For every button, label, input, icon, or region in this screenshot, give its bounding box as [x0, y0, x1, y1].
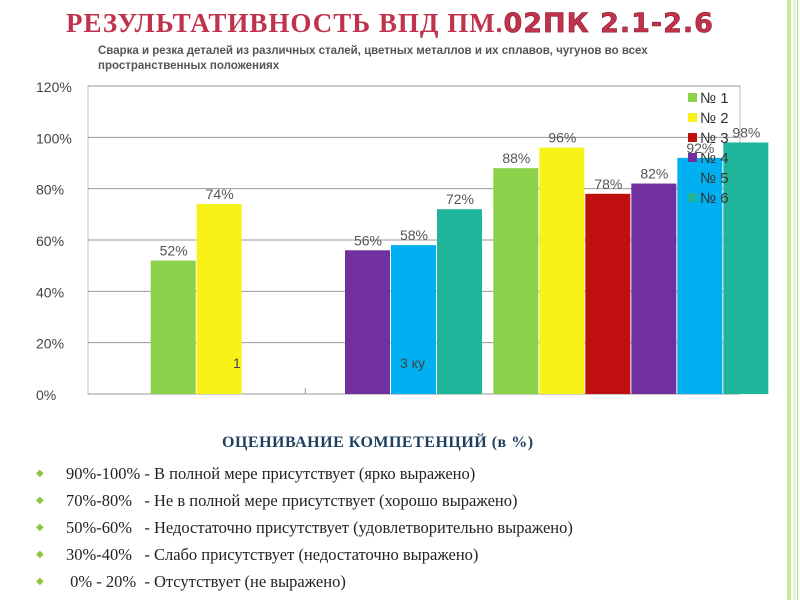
diamond-bullet-icon: ◆: [36, 522, 44, 533]
legend-label: № 5: [700, 170, 729, 187]
assessment-heading: ОЦЕНИВАНИЕ КОМПЕТЕНЦИЙ (в %): [222, 434, 534, 451]
criteria-text: 90%-100% - В полной мере присутствует (я…: [66, 464, 476, 483]
diamond-bullet-icon: ◆: [36, 576, 44, 587]
assessment-section: ОЦЕНИВАНИЕ КОМПЕТЕНЦИЙ (в %) ◆ 90%-100% -…: [36, 434, 756, 595]
legend-label: № 6: [700, 190, 729, 207]
decorative-edge-bar: [787, 0, 791, 600]
bar: [196, 204, 242, 394]
criteria-text: 70%-80% - Не в полной мере присутствует …: [66, 491, 518, 510]
legend-swatch: [688, 153, 697, 162]
diamond-bullet-icon: ◆: [36, 549, 44, 560]
y-tick-label: 0%: [36, 387, 56, 403]
legend-swatch: [688, 133, 697, 142]
bar: [493, 168, 539, 394]
bar: [539, 147, 585, 394]
category-label: 3 ку: [400, 355, 425, 371]
criteria-item: ◆ 30%-40% - Слабо присутствует (недостато…: [36, 541, 756, 568]
legend-swatch: [688, 113, 697, 122]
diamond-bullet-icon: ◆: [36, 495, 44, 506]
chart-subtitle: Сварка и резка деталей из различных стал…: [98, 45, 648, 72]
data-label: 58%: [400, 227, 428, 243]
criteria-item: ◆ 50%-60% - Недостаточно присутствует (уд…: [36, 514, 756, 541]
criteria-item: ◆ 70%-80% - Не в полной мере присутствует…: [36, 487, 756, 514]
bar: [631, 183, 677, 394]
legend-label: № 2: [700, 110, 729, 127]
bar: [150, 260, 196, 394]
y-tick-label: 60%: [36, 233, 64, 249]
bar-chart: 0% 20% 40% 60% 80% 100% 120% 52% 74% 56% 58% 72% 88%…: [36, 79, 769, 403]
criteria-text: 0% - 20% - Отсутствует (не выражено): [66, 572, 346, 591]
criteria-text: 30%-40% - Слабо присутствует (недостаточ…: [66, 545, 479, 564]
bar: [345, 250, 390, 394]
legend-label: № 4: [700, 150, 729, 167]
criteria-item: ◆ 0% - 20% - Отсутствует (не выражено): [36, 568, 756, 595]
decorative-edge-bar: [793, 0, 796, 600]
data-label: 92%: [686, 140, 714, 156]
decorative-edge-line: [797, 0, 798, 600]
slide-title-main: РЕЗУЛЬТАТИВНОСТЬ ВПД ПМ.: [66, 8, 504, 38]
data-label: 74%: [206, 186, 234, 202]
data-label: 72%: [446, 191, 474, 207]
legend-swatch: [688, 173, 697, 182]
legend-label: № 1: [700, 90, 729, 107]
bar: [585, 193, 631, 394]
category-label: 1: [233, 355, 241, 371]
data-label: 88%: [502, 150, 530, 166]
data-label: 52%: [160, 243, 188, 259]
data-label: 82%: [640, 166, 668, 182]
bar: [723, 142, 769, 394]
y-tick-label: 100%: [36, 130, 72, 146]
slide-title: РЕЗУЛЬТАТИВНОСТЬ ВПД ПМ.02ПК 2.1-2.6: [66, 8, 714, 40]
data-label: 98%: [732, 124, 760, 140]
bar: [437, 209, 482, 394]
diamond-bullet-icon: ◆: [36, 468, 44, 479]
data-label: 56%: [354, 232, 382, 248]
y-tick-label: 80%: [36, 182, 64, 198]
data-label: 96%: [548, 130, 576, 146]
criteria-item: ◆ 90%-100% - В полной мере присутствует (…: [36, 460, 756, 487]
legend-swatch: [688, 193, 697, 202]
y-tick-label: 40%: [36, 284, 64, 300]
y-tick-label: 120%: [36, 79, 72, 95]
y-tick-label: 20%: [36, 336, 64, 352]
bar: [677, 157, 723, 394]
legend-swatch: [688, 93, 697, 102]
legend-label: № 3: [700, 130, 729, 147]
bar: [391, 245, 436, 394]
criteria-list: ◆ 90%-100% - В полной мере присутствует (…: [36, 460, 756, 595]
data-label: 78%: [594, 176, 622, 192]
criteria-text: 50%-60% - Недостаточно присутствует (удо…: [66, 518, 573, 537]
slide-title-code: 02ПК 2.1-2.6: [503, 8, 714, 40]
